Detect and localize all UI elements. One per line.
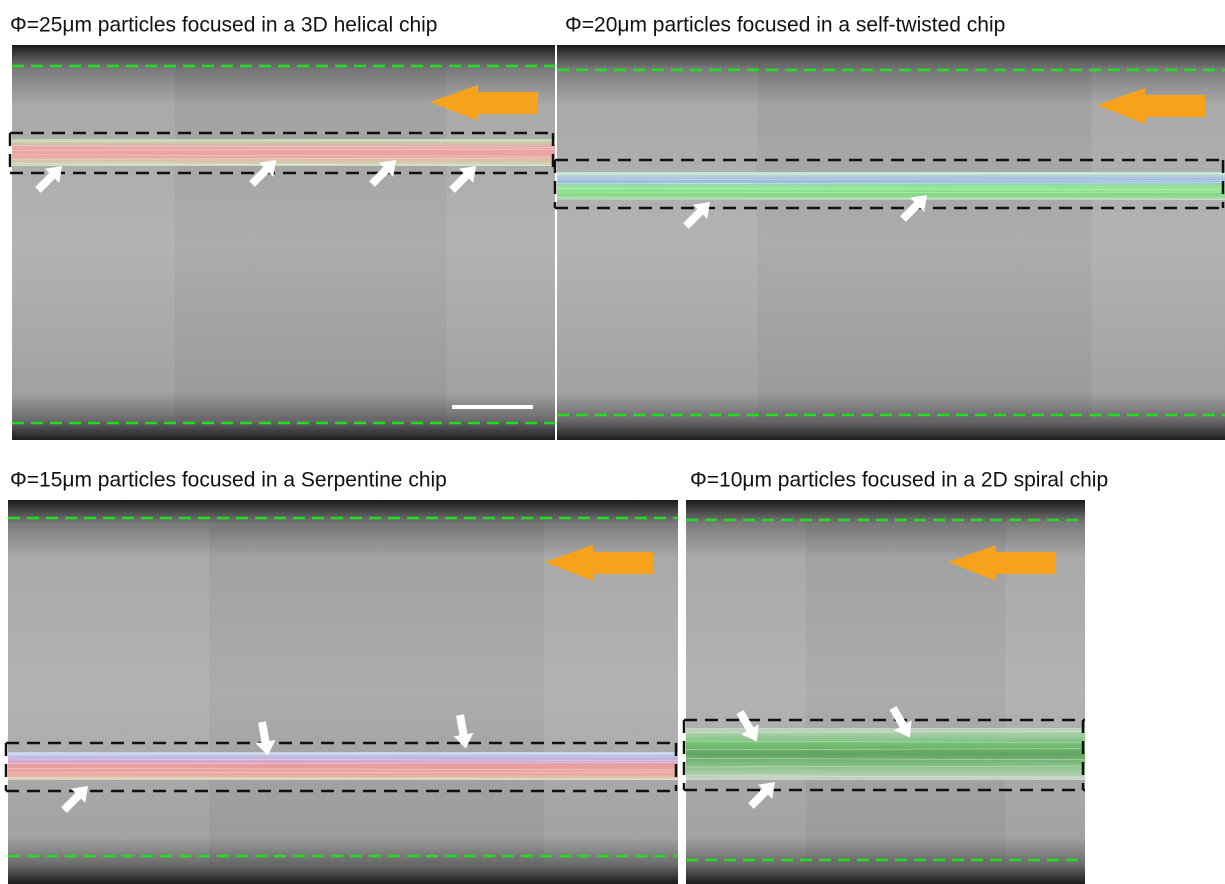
panel-image	[10, 45, 555, 440]
panel-image	[684, 500, 1085, 884]
page: {"panels": [ {"title": "Φ=25μm particles…	[0, 0, 1225, 884]
panel-image	[6, 500, 678, 884]
image-tile	[209, 520, 544, 864]
image-tile	[757, 65, 1091, 420]
streak-band	[557, 172, 1225, 200]
streak-band	[12, 139, 555, 166]
panel-title: Φ=20μm particles focused in a self-twist…	[565, 14, 1005, 37]
panel-title: Φ=25μm particles focused in a 3D helical…	[10, 14, 438, 37]
panel-image	[555, 45, 1225, 440]
panel-title: Φ=15μm particles focused in a Serpentine…	[10, 469, 447, 492]
image-tile	[175, 65, 447, 420]
figure: Φ=25μm particles focused in a 3D helical…	[0, 0, 1225, 884]
streak-band	[8, 752, 678, 780]
panel-title: Φ=10μm particles focused in a 2D spiral …	[690, 469, 1108, 492]
